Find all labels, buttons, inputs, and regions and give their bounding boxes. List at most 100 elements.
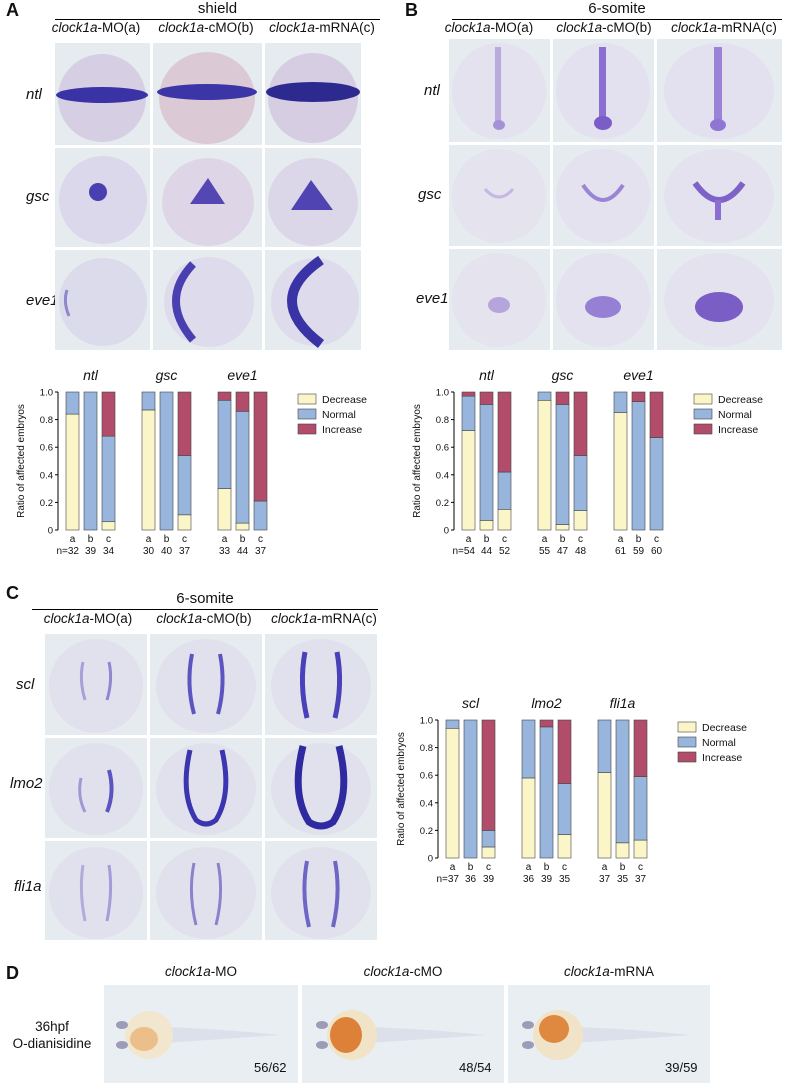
chart-b-bar-gsc-c-increase: [573, 391, 588, 456]
chart-a-bar-label: a: [222, 534, 228, 545]
chart-c-n-label: 37: [599, 874, 611, 885]
panel-d-col-header-2: clock1a-cMO: [363, 964, 443, 979]
chart-a-bar-label: b: [88, 534, 94, 545]
panel-a-row-label-1: ntl: [26, 86, 42, 103]
chart-a-bar-gsc-a-decrease: [141, 409, 156, 531]
panel-c-row-label-1: scl: [16, 676, 35, 693]
chart-a-bar-eve1-c-normal: [253, 500, 268, 531]
chart-b-bar-label: b: [636, 534, 642, 545]
chart-b-legend-swatch: [693, 423, 713, 435]
panel-b-row-label-1: ntl: [424, 82, 440, 99]
chart-a-bar-ntl-b-normal: [83, 391, 98, 531]
chart-b-y-tick-label: 0.4: [436, 470, 449, 481]
chart-a-group-title: eve1: [227, 367, 257, 383]
chart-c-bar-fli1a-b-decrease: [615, 842, 630, 859]
chart-b-bar-label: c: [654, 534, 659, 545]
chart-c-y-tick-label: 0.8: [420, 743, 433, 754]
panel-b-row-label-3: eve1: [416, 290, 449, 307]
panel-d-count-mo: 56/62: [254, 1060, 287, 1075]
panel-a-image-ntl-a: [55, 43, 150, 145]
panel-c-image-lmo2-a: [45, 738, 147, 838]
chart-c-group-title: scl: [462, 695, 480, 711]
chart-b-y-tick-label: 1.0: [436, 388, 449, 399]
chart-c-bar-label: b: [544, 862, 550, 873]
panel-c-image-scl-b: [150, 634, 262, 735]
panel-c-col-header-3: clock1a-mRNA(c): [271, 611, 377, 626]
chart-a-group-title: gsc: [156, 367, 178, 383]
chart-a-legend-label: Normal: [322, 409, 356, 421]
chart-b-group-title: gsc: [552, 367, 574, 383]
chart-a-legend-swatch: [297, 393, 317, 405]
chart-a-bar-ntl-c-decrease: [101, 521, 116, 531]
panel-c-row-label-2: lmo2: [10, 775, 43, 792]
panel-b-image-ntl-c: [657, 39, 782, 142]
chart-a-bar-ntl-a-normal: [65, 391, 80, 415]
chart-b-n-label: 60: [651, 546, 663, 557]
panel-b-image-gsc-c: [657, 145, 782, 246]
chart-b-bar-gsc-b-increase: [555, 391, 570, 405]
chart-a-n-label: n=32: [56, 546, 79, 557]
chart-b-legend-swatch: [693, 408, 713, 420]
chart-c-bar-scl-b-normal: [463, 719, 478, 859]
chart-a: 0 0.2 0.4 0.6 0.8 1.0 Ratio of affected embryo…: [0, 362, 395, 562]
chart-a-bar-label: c: [182, 534, 187, 545]
chart-b-n-label: n=54: [452, 546, 475, 557]
chart-b-n-label: 52: [499, 546, 511, 557]
chart-b-bar-gsc-a-decrease: [537, 399, 552, 531]
chart-a-y-tick-label: 0.4: [40, 470, 53, 481]
chart-c-y-tick-label: 0.6: [420, 771, 433, 782]
chart-a-bar-gsc-a-normal: [141, 391, 156, 411]
chart-b-bar-eve1-c-increase: [649, 391, 664, 438]
chart-b-bar-ntl-a-increase: [461, 391, 476, 397]
panel-d-label: D: [6, 963, 19, 983]
panel-b-image-eve1-b: [553, 249, 654, 350]
chart-a-bar-label: c: [258, 534, 263, 545]
chart-a-n-label: 34: [103, 546, 115, 557]
chart-b-bar-eve1-a-normal: [613, 391, 628, 414]
chart-b-n-label: 47: [557, 546, 569, 557]
chart-c-bar-label: a: [602, 862, 608, 873]
chart-a-bar-label: b: [240, 534, 246, 545]
chart-a-legend-swatch: [297, 408, 317, 420]
chart-b-bar-ntl-c-decrease: [497, 509, 512, 531]
chart-a-n-label: 37: [179, 546, 191, 557]
panel-a-image-gsc-a: [55, 148, 150, 247]
chart-a-bar-eve1-a-increase: [217, 391, 232, 401]
chart-b-bar-gsc-a-normal: [537, 391, 552, 401]
chart-a-legend-label: Decrease: [322, 394, 367, 406]
chart-c-bar-lmo2-b-increase: [539, 719, 554, 728]
chart-a-bar-label: c: [106, 534, 111, 545]
chart-c-n-label: 35: [617, 874, 629, 885]
panel-b-image-ntl-b: [553, 39, 654, 142]
chart-c-n-label: 35: [559, 874, 571, 885]
chart-c-bar-scl-a-decrease: [445, 727, 460, 859]
chart-c-bar-lmo2-a-decrease: [521, 777, 536, 859]
chart-b-bar-label: b: [484, 534, 490, 545]
chart-b-bar-eve1-b-normal: [631, 401, 646, 531]
chart-b-bar-ntl-b-decrease: [479, 520, 494, 531]
panel-d-side-label: 36hpf O-dianisidine: [0, 1018, 104, 1052]
chart-a-y-label: Ratio of affected embryos: [16, 404, 27, 518]
panel-b-label: B: [405, 0, 418, 20]
chart-b-bar-eve1-a-decrease: [613, 412, 628, 531]
chart-b-bar-label: a: [618, 534, 624, 545]
panel-b-title-rule: [452, 19, 782, 20]
chart-c-y-label: Ratio of affected embryos: [396, 732, 407, 846]
chart-c-bar-lmo2-a-normal: [521, 719, 536, 779]
panel-c-image-scl-c: [265, 634, 377, 735]
chart-c-n-label: 39: [541, 874, 553, 885]
chart-c-group-title: fli1a: [610, 695, 636, 711]
chart-c-bar-label: a: [450, 862, 456, 873]
panel-c-image-fli1a-a: [45, 841, 147, 940]
panel-d-stain: O-dianisidine: [12, 1036, 92, 1051]
chart-b-svg: 0 0.2 0.4 0.6 0.8 1.0 Ratio of affected embryo…: [412, 367, 763, 557]
panel-d-col-header-1: clock1a-MO: [164, 964, 238, 979]
chart-a-bar-ntl-c-increase: [101, 391, 116, 437]
chart-a-bar-eve1-b-decrease: [235, 522, 250, 531]
chart-c-bar-label: b: [468, 862, 474, 873]
chart-b-y-tick-label: 0.8: [436, 415, 449, 426]
chart-a-bar-ntl-a-decrease: [65, 413, 80, 531]
panel-a-image-eve1-c: [265, 250, 361, 350]
chart-c-legend-swatch: [677, 751, 697, 763]
chart-a-bar-gsc-c-decrease: [177, 514, 192, 531]
